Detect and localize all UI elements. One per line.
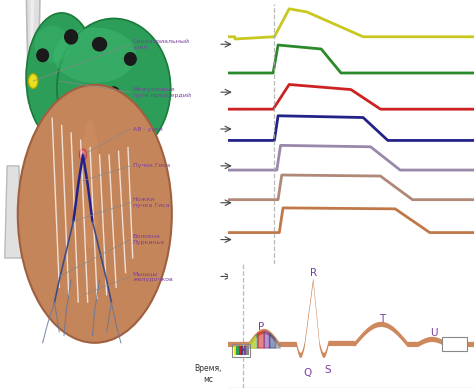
Text: R: R: [310, 268, 317, 278]
Bar: [244, 346, 246, 355]
Text: Волокна
Пуркинье: Волокна Пуркинье: [133, 234, 165, 245]
Text: Межузловые
пути предсердий: Межузловые пути предсердий: [133, 87, 191, 98]
Bar: [246, 346, 249, 355]
Ellipse shape: [18, 85, 172, 343]
Ellipse shape: [81, 120, 100, 249]
Ellipse shape: [92, 37, 107, 52]
Ellipse shape: [57, 18, 171, 159]
Polygon shape: [29, 0, 34, 96]
Text: P: P: [258, 322, 264, 332]
Bar: [239, 346, 241, 355]
Text: Ножки
пучка Гиса: Ножки пучка Гиса: [133, 197, 169, 208]
Bar: [442, 337, 467, 351]
Text: T: T: [379, 314, 385, 324]
Text: S: S: [325, 365, 331, 375]
Circle shape: [80, 149, 87, 160]
Text: Мышцы
желудочков: Мышцы желудочков: [133, 271, 173, 282]
Bar: [232, 344, 250, 357]
Text: U: U: [430, 328, 437, 338]
Ellipse shape: [108, 86, 119, 98]
Bar: [237, 346, 239, 355]
Bar: [234, 346, 237, 355]
Text: Q: Q: [303, 368, 311, 378]
Ellipse shape: [35, 26, 70, 62]
Bar: [241, 346, 244, 355]
Ellipse shape: [26, 13, 97, 142]
Polygon shape: [26, 0, 40, 103]
Text: Синоатриальный
узел: Синоатриальный узел: [133, 39, 190, 50]
Ellipse shape: [53, 28, 137, 83]
Ellipse shape: [36, 48, 49, 62]
Text: Время,
мс: Время, мс: [194, 364, 222, 384]
Polygon shape: [5, 166, 21, 258]
Text: Пучок Гиса: Пучок Гиса: [133, 163, 170, 168]
Ellipse shape: [124, 52, 137, 66]
Circle shape: [28, 74, 38, 88]
Text: АВ - узел: АВ - узел: [133, 126, 163, 132]
Ellipse shape: [64, 29, 78, 45]
